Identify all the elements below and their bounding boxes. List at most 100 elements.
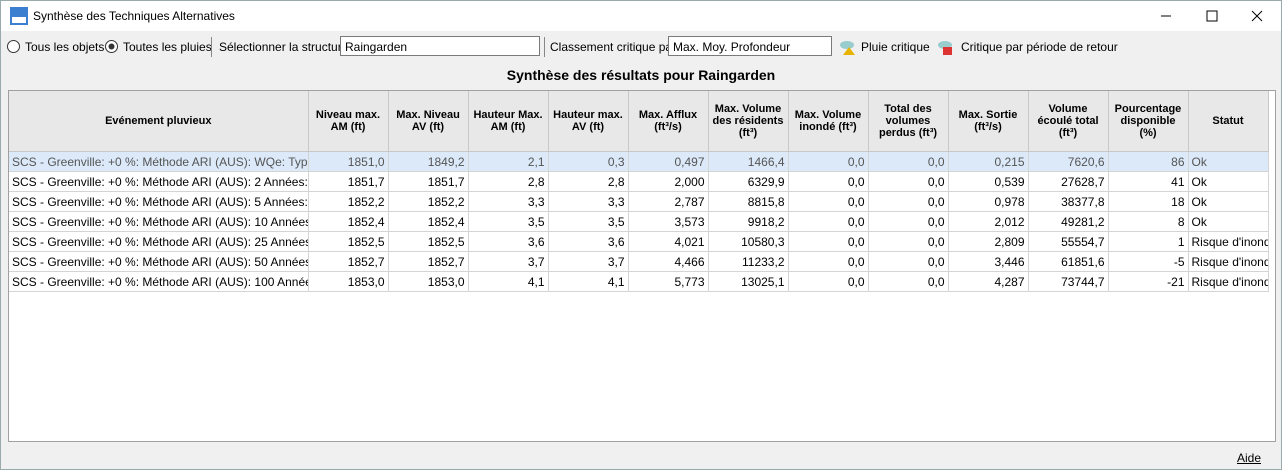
table-row[interactable]: SCS - Greenville: +0 %: Méthode ARI (AUS… [9, 211, 1269, 232]
critical-combo[interactable]: Max. Moy. Profondeur [668, 36, 832, 56]
table-cell: 4,1 [468, 271, 549, 292]
title-bar: Synthèse des Techniques Alternatives [1, 1, 1281, 31]
table-cell: 0,215 [948, 151, 1029, 172]
table-cell: 4,021 [628, 231, 709, 252]
table-cell: 0,0 [788, 251, 869, 272]
table-cell: Risque d'inondat [1188, 231, 1269, 252]
table-cell: 73744,7 [1028, 271, 1109, 292]
table-cell: 0,0 [868, 231, 949, 252]
table-cell: 2,787 [628, 191, 709, 212]
table-cell: SCS - Greenville: +0 %: Méthode ARI (AUS… [9, 151, 309, 172]
column-header: Max. Volume des résidents (ft³) [708, 91, 789, 152]
combo-value: Raingarden [345, 40, 408, 54]
table-cell: 2,012 [948, 211, 1029, 232]
table-cell: 3,6 [468, 231, 549, 252]
column-header: Pourcentage disponible (%) [1108, 91, 1189, 152]
table-cell: Risque d'inondat [1188, 251, 1269, 272]
radio-label[interactable]: Tous les objets [25, 40, 105, 54]
column-header: Max. Niveau AV (ft) [388, 91, 469, 152]
radio-checked[interactable] [105, 40, 118, 53]
table-cell: 41 [1108, 171, 1189, 192]
window-title: Synthèse des Techniques Alternatives [33, 9, 235, 23]
critical-period-button[interactable]: Critique par période de retour [961, 40, 1118, 54]
table-cell: 1 [1108, 231, 1189, 252]
column-header: Volume écoulé total (ft³) [1028, 91, 1109, 152]
table-cell: 1852,5 [308, 231, 389, 252]
column-header: Statut [1188, 91, 1269, 152]
table-cell: 1853,0 [308, 271, 389, 292]
column-header: Hauteur max. AV (ft) [548, 91, 629, 152]
table-cell: 0,539 [948, 171, 1029, 192]
table-cell: SCS - Greenville: +0 %: Méthode ARI (AUS… [9, 271, 309, 292]
table-container: Evénement pluvieux Niveau max. AM (ft) Max… [8, 90, 1276, 442]
toolbar: Tous les objets Toutes les pluies Sélect… [1, 35, 1281, 59]
results-table: Evénement pluvieux Niveau max. AM (ft) Max… [9, 91, 1269, 292]
table-cell: 1852,4 [388, 211, 469, 232]
combo-value: Max. Moy. Profondeur [673, 40, 791, 54]
table-cell: 3,3 [548, 191, 629, 212]
table-cell: 0,0 [868, 191, 949, 212]
table-cell: 11233,2 [708, 251, 789, 272]
table-cell: -5 [1108, 251, 1189, 272]
table-cell: 2,8 [468, 171, 549, 192]
table-title: Synthèse des résultats pour Raingarden [506, 67, 776, 83]
table-cell: -21 [1108, 271, 1189, 292]
table-cell: 0,0 [868, 171, 949, 192]
table-cell: 1852,2 [388, 191, 469, 212]
table-row[interactable]: SCS - Greenville: +0 %: Méthode ARI (AUS… [9, 231, 1269, 252]
table-cell: 0,0 [788, 231, 869, 252]
table-cell: 0,0 [788, 271, 869, 292]
table-row[interactable]: SCS - Greenville: +0 %: Méthode ARI (AUS… [9, 191, 1269, 212]
table-cell: 7620,6 [1028, 151, 1109, 172]
table-cell: 1851,7 [308, 171, 389, 192]
table-cell: 0,0 [868, 271, 949, 292]
table-cell: Risque d'inondat [1188, 271, 1269, 292]
table-cell: 0,3 [548, 151, 629, 172]
table-cell: 1852,5 [388, 231, 469, 252]
table-cell: 1466,4 [708, 151, 789, 172]
column-header: Hauteur Max. AM (ft) [468, 91, 549, 152]
table-cell: SCS - Greenville: +0 %: Méthode ARI (AUS… [9, 231, 309, 252]
table-cell: 1849,2 [388, 151, 469, 172]
radio-label[interactable]: Toutes les pluies [123, 40, 212, 54]
column-header: Max. Sortie (ft³/s) [948, 91, 1029, 152]
column-header: Total des volumes perdus (ft³) [868, 91, 949, 152]
table-cell: 3,5 [548, 211, 629, 232]
table-cell: 13025,1 [708, 271, 789, 292]
table-cell: 5,773 [628, 271, 709, 292]
table-cell: Ok [1188, 151, 1269, 172]
table-row[interactable]: SCS - Greenville: +0 %: Méthode ARI (AUS… [9, 271, 1269, 292]
structure-label: Sélectionner la structure [219, 40, 349, 54]
table-cell: Ok [1188, 171, 1269, 192]
table-cell: 8815,8 [708, 191, 789, 212]
radio[interactable] [7, 40, 20, 53]
table-cell: 0,0 [788, 211, 869, 232]
table-row[interactable]: SCS - Greenville: +0 %: Méthode ARI (AUS… [9, 251, 1269, 272]
help-link[interactable]: Aide [1236, 451, 1261, 465]
column-header: Evénement pluvieux [9, 91, 309, 152]
table-cell: 0,0 [788, 191, 869, 212]
table-cell: 0,0 [788, 151, 869, 172]
column-header: Niveau max. AM (ft) [308, 91, 389, 152]
table-cell: 3,7 [468, 251, 549, 272]
table-cell: SCS - Greenville: +0 %: Méthode ARI (AUS… [9, 251, 309, 272]
table-cell: 3,7 [548, 251, 629, 272]
window-controls[interactable] [1151, 1, 1281, 31]
table-cell: 1853,0 [388, 271, 469, 292]
table-cell: 1851,7 [388, 171, 469, 192]
structure-combo[interactable]: Raingarden [340, 36, 540, 56]
table-row[interactable]: SCS - Greenville: +0 %: Méthode ARI (AUS… [9, 171, 1269, 192]
table-cell: Ok [1188, 191, 1269, 212]
table-cell: 3,446 [948, 251, 1029, 272]
table-cell: 4,287 [948, 271, 1029, 292]
table-cell: SCS - Greenville: +0 %: Méthode ARI (AUS… [9, 191, 309, 212]
table-cell: SCS - Greenville: +0 %: Méthode ARI (AUS… [9, 171, 309, 192]
table-cell: 4,466 [628, 251, 709, 272]
critical-rain-button[interactable]: Pluie critique [861, 40, 930, 54]
table-cell: 18 [1108, 191, 1189, 212]
table-cell: 86 [1108, 151, 1189, 172]
table-row[interactable]: SCS - Greenville: +0 %: Méthode ARI (AUS… [9, 151, 1269, 172]
table-cell: Ok [1188, 211, 1269, 232]
table-cell: 38377,8 [1028, 191, 1109, 212]
